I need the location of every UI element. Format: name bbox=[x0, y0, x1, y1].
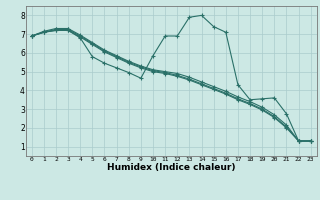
X-axis label: Humidex (Indice chaleur): Humidex (Indice chaleur) bbox=[107, 163, 236, 172]
